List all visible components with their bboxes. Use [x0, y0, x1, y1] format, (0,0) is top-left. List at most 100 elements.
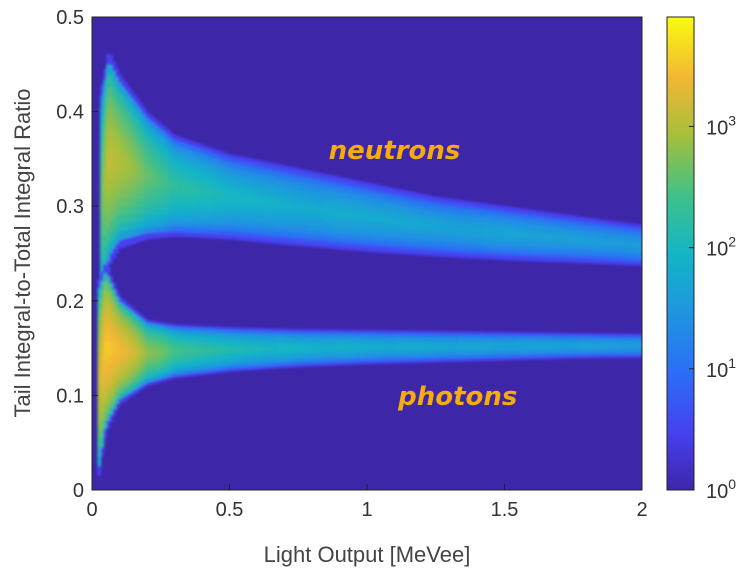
- band-cell: [560, 235, 565, 241]
- band-cell: [214, 189, 219, 199]
- band-cell: [542, 234, 547, 240]
- band-cell: [127, 346, 132, 356]
- band-cell: [190, 184, 195, 195]
- band-cell: [327, 345, 332, 350]
- band-cell: [596, 239, 601, 244]
- band-cell: [266, 346, 271, 351]
- band-cell: [233, 347, 238, 352]
- band-cell: [419, 221, 423, 228]
- band-cell: [167, 348, 171, 355]
- band-cell: [336, 345, 341, 350]
- band-cell: [307, 204, 312, 213]
- band-cell: [310, 205, 315, 213]
- band-cell: [572, 237, 577, 242]
- band-cell: [328, 208, 333, 216]
- band-cell: [499, 344, 504, 348]
- band-cell: [294, 346, 298, 351]
- colorbar-tick-label: 101: [706, 355, 736, 382]
- x-tick-label: 0: [86, 499, 97, 521]
- band-cell: [238, 194, 243, 203]
- band-cell: [161, 349, 165, 355]
- band-cell: [285, 346, 289, 351]
- band-cell: [481, 344, 486, 348]
- band-cell: [109, 341, 114, 357]
- band-cell: [232, 193, 237, 202]
- band-cell: [312, 346, 316, 350]
- band-cell: [527, 232, 532, 238]
- band-cell: [151, 171, 156, 184]
- band-cell: [448, 345, 453, 349]
- band-cell: [396, 345, 401, 349]
- band-cell: [638, 344, 642, 347]
- band-cell: [256, 196, 261, 206]
- band-cell: [115, 344, 120, 357]
- band-cell: [614, 241, 619, 246]
- band-cell: [493, 344, 498, 348]
- band-cell: [205, 187, 210, 197]
- band-cell: [482, 228, 487, 234]
- band-cell: [313, 205, 318, 214]
- band-cell: [560, 344, 564, 348]
- y-tick-label: 0.2: [56, 291, 84, 313]
- band-cell: [374, 214, 378, 222]
- x-axis: 0 0.5 1 1.5 2: [86, 484, 648, 521]
- band-cell: [100, 186, 104, 209]
- band-cell: [109, 148, 113, 170]
- band-photons: [97, 264, 642, 476]
- band-cell: [536, 344, 540, 348]
- band-cell: [605, 344, 610, 347]
- band-cell: [115, 151, 119, 170]
- band-cell: [548, 234, 553, 240]
- band-cell: [554, 235, 559, 241]
- band-cell: [469, 344, 474, 348]
- band-cell: [112, 150, 116, 170]
- band-cell: [348, 345, 353, 350]
- band-cell: [191, 348, 195, 354]
- band-neutrons: [100, 53, 642, 311]
- band-cell: [199, 186, 204, 196]
- band-cell: [410, 220, 414, 227]
- band-cell: [331, 208, 336, 216]
- band-cell: [620, 344, 625, 347]
- band-cell: [259, 197, 264, 206]
- band-cell: [319, 206, 324, 215]
- band-cell: [458, 225, 463, 232]
- band-cell: [322, 207, 327, 215]
- colorbar-tick-label: 102: [706, 234, 736, 261]
- band-cell: [617, 241, 622, 246]
- band-cell: [363, 345, 368, 349]
- band-cell: [247, 195, 252, 204]
- band-cell: [427, 345, 431, 349]
- band-cell: [436, 345, 440, 349]
- band-cell: [530, 233, 535, 239]
- y-tick-label: 0.5: [56, 7, 84, 29]
- band-cell: [509, 231, 514, 237]
- band-cell: [164, 348, 168, 355]
- band-cell: [440, 224, 444, 231]
- band-cell: [184, 183, 189, 194]
- band-cell: [248, 346, 253, 352]
- band-cell: [124, 346, 129, 356]
- band-cell: [470, 227, 475, 233]
- band-cell: [181, 182, 186, 193]
- band-cell: [626, 242, 631, 247]
- band-cell: [608, 344, 613, 347]
- band-cell: [467, 226, 472, 233]
- band-cell: [330, 345, 335, 350]
- band-cell: [158, 349, 162, 356]
- band-cell: [614, 344, 619, 347]
- band-cell: [412, 345, 416, 349]
- band-cell: [133, 347, 138, 357]
- band-cell: [124, 156, 128, 173]
- band-cell: [473, 227, 478, 234]
- band-cell: [433, 345, 437, 349]
- band-cell: [133, 161, 137, 177]
- band-cell: [389, 217, 393, 224]
- band-cell: [262, 197, 267, 207]
- band-cell: [145, 169, 150, 182]
- band-cell: [587, 238, 592, 244]
- band-cell: [226, 192, 231, 201]
- band-cell: [236, 347, 241, 352]
- band-cell: [488, 229, 493, 235]
- band-cell: [142, 167, 146, 181]
